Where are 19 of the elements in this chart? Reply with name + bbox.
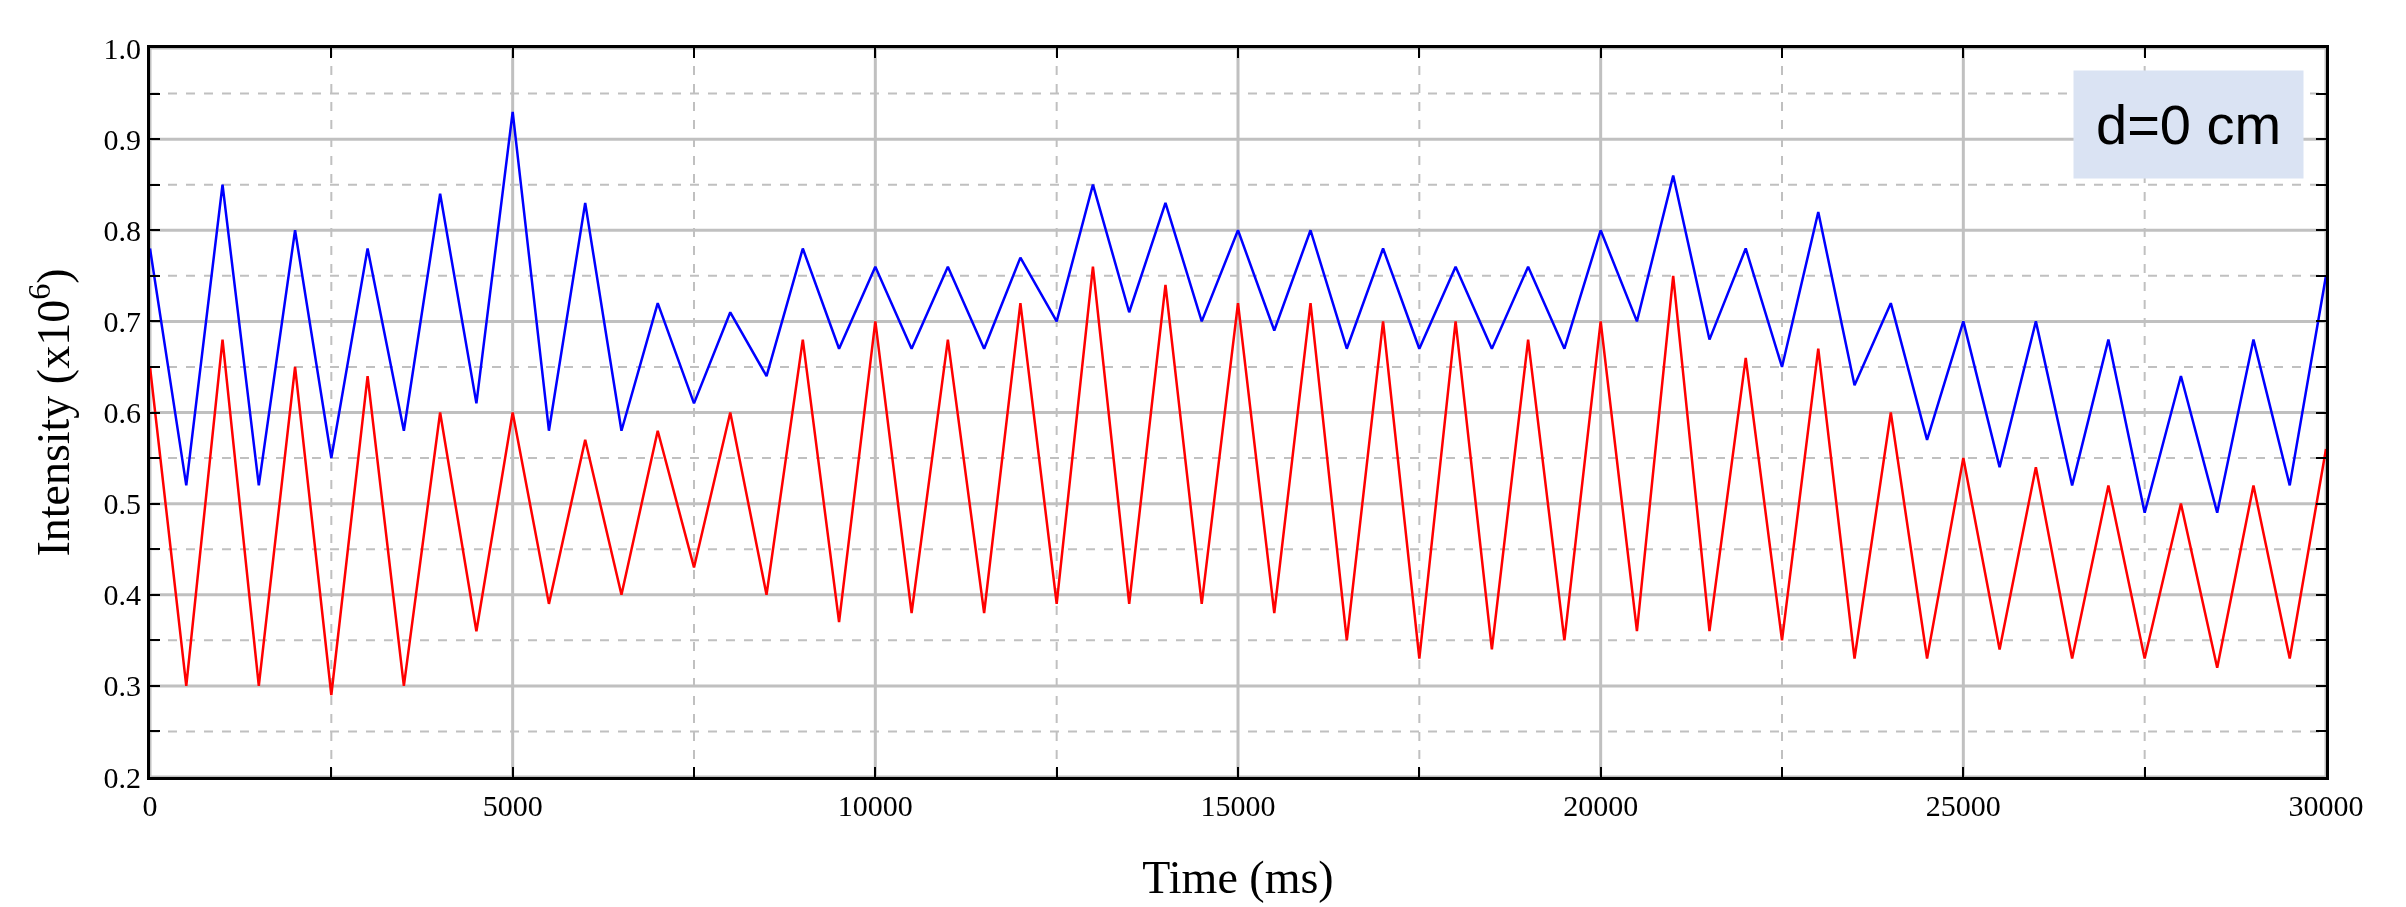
y-tick-label: 0.6 (103, 396, 141, 429)
x-tick-label: 25000 (1925, 789, 2001, 822)
x-tick-label: 15000 (1200, 789, 1276, 822)
x-tick-label: 30000 (2288, 789, 2364, 822)
y-tick-label: 0.5 (103, 487, 141, 521)
y-tick-label: 0.4 (103, 578, 141, 612)
x-tick-label: 20000 (1563, 789, 1639, 822)
x-axis-title: Time (ms) (1142, 851, 1334, 903)
y-tick-label: 0.3 (103, 669, 141, 703)
y-tick-label: 0.9 (103, 122, 141, 156)
annotation: d=0 cm (2096, 93, 2282, 156)
y-tick-label: 0.2 (103, 760, 141, 794)
x-tick-label: 0 (142, 789, 158, 822)
y-tick-label: 0.7 (103, 304, 141, 338)
y-tick-label: 1.0 (103, 31, 141, 65)
line-series (150, 265, 2326, 697)
x-tick-label: 10000 (837, 789, 913, 822)
y-tick-label: 0.8 (103, 213, 141, 247)
x-tick-label: 5000 (482, 789, 543, 822)
